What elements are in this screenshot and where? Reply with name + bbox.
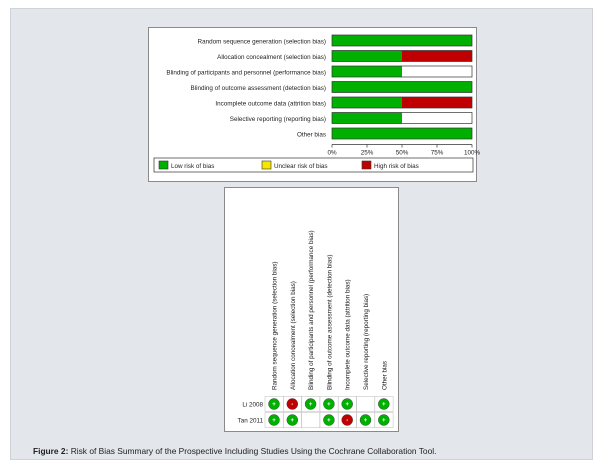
risk-of-bias-graph: Random sequence generation (selection bi… (148, 27, 481, 182)
bar-outline (331, 50, 473, 62)
bar-outline (331, 65, 473, 78)
study-label: Tan 2011 (238, 418, 264, 425)
figure-panel: Random sequence generation (selection bi… (10, 8, 593, 460)
column-header: Other bias (381, 361, 388, 390)
bar-segment-high (402, 97, 472, 108)
bar-segment-low (332, 66, 402, 77)
rating-dot-low (341, 398, 353, 410)
bar-outline (331, 127, 473, 140)
category-label: Blinding of participants and personnel (… (166, 70, 326, 77)
rating-dot-low (378, 398, 390, 410)
column-header: Incomplete outcome data (attrition bias) (345, 279, 352, 390)
x-tick-label: 75% (431, 150, 444, 157)
bar-segment-low (332, 81, 472, 93)
x-tick-label: 100% (464, 150, 481, 157)
risk-of-bias-graph-svg: Random sequence generation (selection bi… (153, 34, 481, 173)
rating-symbol: + (382, 418, 386, 424)
rating-symbol: + (345, 402, 349, 408)
rating-dot-low (268, 398, 280, 410)
category-label: Other bias (297, 132, 326, 139)
legend-box (153, 157, 474, 173)
legend-label: Low risk of bias (171, 163, 214, 170)
category-label: Blinding of outcome assessment (detectio… (191, 85, 326, 92)
rating-symbol: + (327, 418, 331, 424)
bar-segment-low (332, 128, 472, 139)
rating-symbol: + (272, 402, 276, 408)
column-header: Blinding of participants and personnel (… (308, 230, 315, 390)
legend-label: Unclear risk of bias (274, 163, 328, 170)
figure-caption-label: Figure 2: (33, 446, 69, 456)
legend-swatch-high (361, 160, 372, 170)
bar-segment-low (332, 112, 402, 124)
summary-cell (301, 412, 321, 428)
column-header: Blinding of outcome assessment (detectio… (326, 255, 333, 390)
rating-dot-low (359, 414, 372, 426)
rating-symbol: + (291, 418, 295, 424)
rating-dot-low (378, 414, 390, 426)
x-tick-label: 25% (361, 150, 374, 157)
bar-segment-high (402, 50, 472, 62)
rating-symbol: - (346, 418, 348, 424)
legend-swatch-unclear (261, 160, 272, 170)
x-tick-label: 50% (396, 150, 409, 157)
bar-segment-low (332, 97, 402, 108)
rating-dot-low (323, 414, 335, 426)
figure-caption: Figure 2: Risk of Bias Summary of the Pr… (33, 446, 436, 456)
rating-dot-high (341, 414, 353, 426)
category-label: Selective reporting (reporting bias) (230, 116, 326, 123)
category-label: Allocation concealment (selection bias) (217, 54, 326, 61)
summary-cell (374, 396, 394, 412)
legend-swatch-low (158, 160, 169, 170)
risk-of-bias-summary-svg: Random sequence generation (selection bi… (238, 230, 394, 428)
bar-outline (331, 81, 473, 93)
rating-dot-low (304, 398, 317, 410)
summary-cell (356, 396, 376, 412)
figure-caption-text: Risk of Bias Summary of the Prospective … (68, 446, 437, 456)
bar-segment-low (332, 50, 402, 62)
summary-cell (374, 412, 394, 428)
study-label: Li 2008 (242, 402, 263, 409)
column-header: Allocation concealment (selection bias) (290, 281, 297, 390)
bar-outline (331, 34, 473, 47)
legend-label: High risk of bias (374, 163, 419, 170)
bar-outline (331, 112, 473, 124)
rating-symbol: + (309, 402, 313, 408)
risk-of-bias-summary: Random sequence generation (selection bi… (224, 187, 399, 432)
bar-segment-unclear (402, 66, 472, 77)
column-header: Selective reporting (reporting bias) (363, 294, 370, 390)
rating-dot-low (323, 398, 335, 410)
category-label: Random sequence generation (selection bi… (198, 39, 326, 46)
rating-symbol: + (272, 418, 276, 424)
category-label: Incomplete outcome data (attrition bias) (215, 101, 326, 108)
bar-segment-unclear (402, 112, 472, 124)
rating-symbol: - (291, 402, 293, 408)
bar-segment-low (332, 35, 472, 46)
rating-symbol: + (382, 402, 386, 408)
rating-dot-low (268, 414, 280, 426)
rating-symbol: + (364, 418, 368, 424)
x-tick-label: 0% (327, 150, 337, 157)
bar-outline (331, 96, 473, 109)
rating-symbol: + (327, 402, 331, 408)
column-header: Random sequence generation (selection bi… (272, 262, 279, 390)
rating-dot-low (286, 414, 299, 426)
rating-dot-high (286, 398, 299, 410)
